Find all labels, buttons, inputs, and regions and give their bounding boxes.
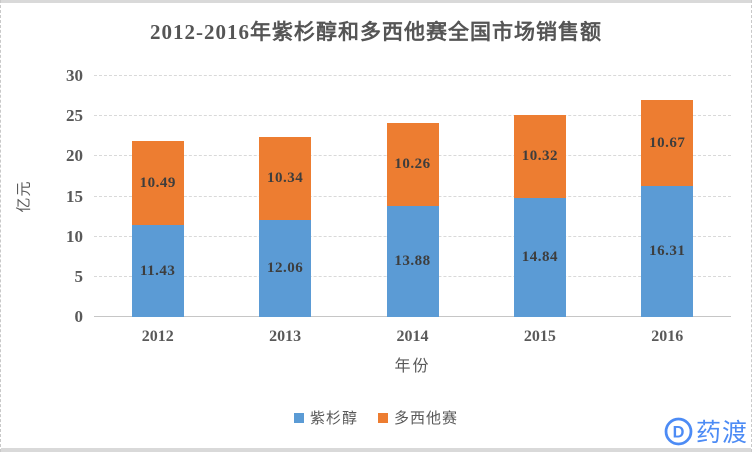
logo-text: 药渡 [695, 419, 748, 447]
bar-value-label: 13.88 [394, 252, 431, 269]
legend-label: 多西他赛 [394, 411, 459, 427]
legend-swatch-icon [378, 412, 388, 423]
yaodu-logo: D 药渡 [663, 413, 748, 449]
bar-segment: 10.26 [386, 123, 439, 206]
legend-swatch-icon [293, 412, 304, 423]
y-tick-label: 5 [74, 266, 84, 286]
bar-value-label: 10.34 [266, 170, 304, 187]
bar-value-label: 12.06 [266, 260, 304, 277]
gridline [94, 75, 731, 76]
y-tick-label: 15 [66, 186, 83, 206]
bar-segment: 10.34 [259, 137, 312, 221]
legend-item: 多西他赛 [378, 407, 458, 428]
top-border-strip [1, 0, 751, 3]
x-axis-title: 年份 [394, 358, 431, 375]
y-tick-label: 30 [66, 66, 83, 85]
bottom-border-strip [1, 448, 751, 452]
gridline [94, 115, 731, 117]
chart-title: 2012-2016年紫杉醇和多西他赛全国市场销售额 [150, 20, 602, 44]
bar-value-label: 14.84 [521, 248, 559, 265]
y-axis: 0 5 10 15 20 25 30 [1, 67, 84, 326]
circle-d-icon: D [664, 417, 693, 445]
bar-value-label: 16.31 [649, 242, 686, 259]
bar-segment: 12.06 [259, 220, 312, 317]
bar-segment: 11.43 [131, 225, 184, 317]
x-tick-label: 2014 [396, 328, 429, 345]
bar-value-label: 10.32 [521, 147, 559, 164]
x-tick-label: 2013 [269, 328, 302, 345]
legend-item: 紫杉醇 [293, 407, 358, 428]
bar-segment: 16.31 [641, 185, 694, 317]
y-tick-label: 20 [66, 146, 83, 166]
bar-value-label: 10.49 [139, 174, 176, 191]
x-tick-label: 2016 [651, 328, 684, 345]
y-tick-label: 10 [66, 226, 83, 246]
bar-segment: 10.67 [641, 100, 694, 186]
y-tick-label: 0 [74, 307, 84, 326]
bar-segment: 13.88 [386, 205, 439, 317]
svg-text:D: D [673, 423, 685, 441]
y-tick-label: 25 [66, 106, 83, 126]
x-tick-label: 2015 [523, 328, 556, 345]
plot-area: 11.43 10.49 2012 12.06 10.34 2013 13.88 10.26 20… [94, 75, 731, 345]
legend-label: 紫杉醇 [309, 411, 358, 427]
x-tick-label: 2012 [141, 328, 174, 345]
bar-value-label: 11.43 [139, 262, 176, 279]
bar-segment: 14.84 [513, 197, 566, 317]
bar-segment: 10.49 [131, 140, 184, 226]
bar-segment: 10.32 [513, 114, 566, 198]
chart-legend: 紫杉醇 多西他赛 [1, 407, 751, 428]
bar-value-label: 10.26 [394, 155, 431, 172]
bar-value-label: 10.67 [649, 134, 686, 151]
